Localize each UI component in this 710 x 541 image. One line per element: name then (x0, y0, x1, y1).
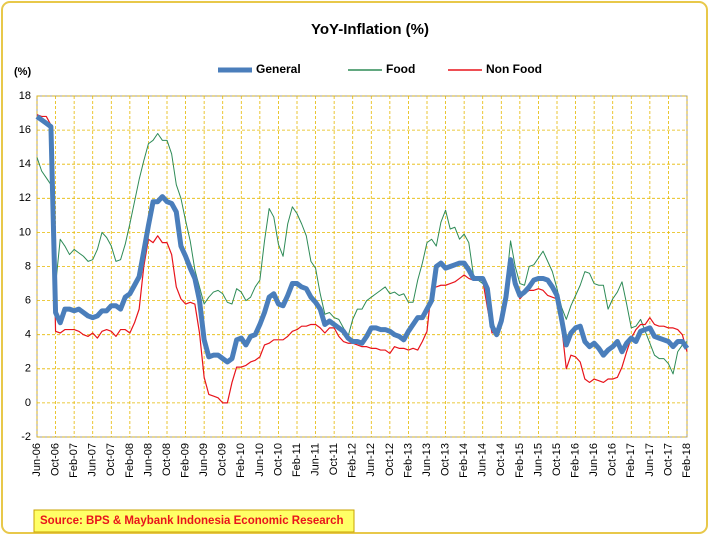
x-tick-label: Feb-12 (347, 443, 359, 478)
x-tick-label: Oct-17 (662, 443, 674, 476)
y-tick-label: 14 (19, 158, 31, 170)
x-tick-label: Oct-11 (328, 443, 340, 475)
x-tick-label: Jun-14 (477, 443, 489, 477)
x-tick-label: Jun-06 (31, 443, 43, 477)
y-tick-label: 4 (25, 329, 31, 341)
legend-label: General (256, 62, 301, 76)
x-tick-label: Oct-07 (105, 443, 117, 476)
x-tick-label: Oct-12 (384, 443, 396, 476)
x-tick-label: Feb-18 (681, 443, 693, 478)
x-tick-label: Feb-11 (291, 443, 303, 477)
legend-label: Food (386, 62, 415, 76)
y-tick-label: 6 (25, 295, 31, 307)
series-line (36, 114, 688, 404)
y-tick-label: 16 (19, 124, 31, 136)
x-tick-label: Feb-10 (235, 443, 247, 478)
x-tick-label: Jun-17 (644, 443, 656, 477)
y-tick-label: 0 (25, 397, 31, 409)
x-tick-label: Feb-15 (514, 443, 526, 478)
series-line (35, 114, 690, 365)
x-tick-label: Jun-09 (198, 443, 210, 477)
x-tick-label: Oct-08 (161, 443, 173, 476)
y-tick-label: 12 (19, 192, 31, 204)
y-tick-label: 18 (19, 90, 31, 102)
x-tick-label: Feb-17 (625, 443, 637, 478)
series-line (36, 133, 688, 375)
x-tick-label: Feb-09 (179, 443, 191, 478)
x-tick-label: Jun-16 (588, 443, 600, 477)
x-tick-label: Feb-08 (124, 443, 136, 478)
x-tick-label: Feb-07 (68, 443, 80, 478)
x-tick-label: Oct-16 (607, 443, 619, 476)
y-axis-label: (%) (14, 66, 31, 78)
source-box (33, 509, 355, 533)
x-tick-label: Feb-16 (569, 443, 581, 478)
legend-label: Non Food (486, 62, 542, 76)
x-tick-label: Oct-09 (217, 443, 229, 476)
y-tick-label: 10 (19, 226, 31, 238)
x-tick-label: Oct-15 (551, 443, 563, 476)
y-tick-label: -2 (21, 431, 31, 443)
chart-title: YoY-Inflation (%) (311, 21, 429, 38)
x-tick-label: Jun-10 (254, 443, 266, 477)
x-tick-label: Jun-15 (532, 443, 544, 477)
x-tick-label: Oct-06 (49, 443, 61, 476)
x-tick-label: Oct-14 (495, 443, 507, 476)
x-tick-label: Feb-14 (458, 443, 470, 478)
x-tick-label: Jun-08 (142, 443, 154, 477)
x-tick-label: Oct-10 (272, 443, 284, 476)
y-tick-label: 2 (25, 363, 31, 375)
x-tick-label: Oct-13 (439, 443, 451, 476)
source: Source: BPS & Maybank Indonesia Economic… (40, 515, 344, 527)
y-tick-label: 8 (25, 260, 31, 272)
x-tick-label: Jun-07 (87, 443, 99, 477)
x-tick-label: Jun-13 (421, 443, 433, 477)
x-tick-label: Jun-11 (309, 443, 321, 476)
x-tick-label: Feb-13 (402, 443, 414, 478)
x-tick-label: Jun-12 (365, 443, 377, 477)
